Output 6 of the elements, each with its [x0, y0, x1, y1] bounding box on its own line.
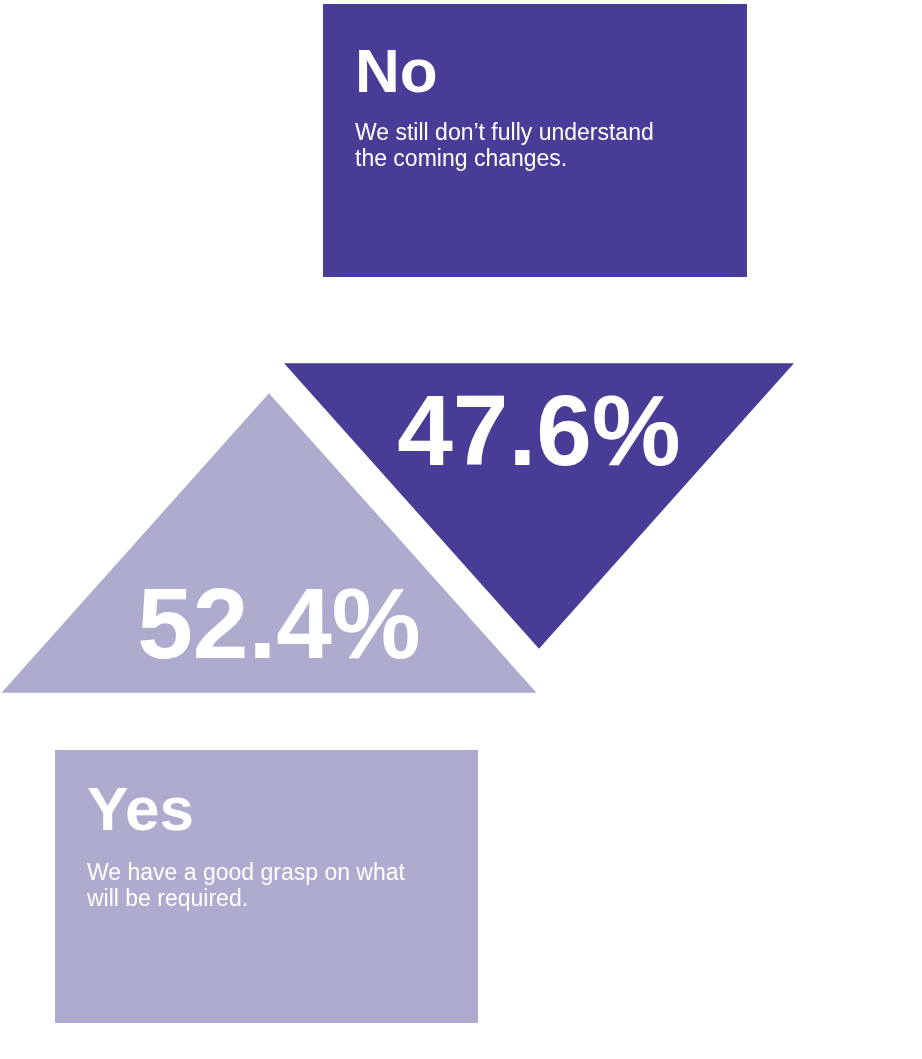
data-label: 52.4% — [137, 567, 421, 679]
text: We have a good grasp on what will be required. — [86, 859, 406, 911]
text: We still don’t fully understand the coming changes. — [355, 119, 654, 171]
category-label: No — [355, 36, 438, 105]
data-label: 47.6% — [397, 374, 681, 486]
category-label: Yes — [87, 774, 194, 843]
